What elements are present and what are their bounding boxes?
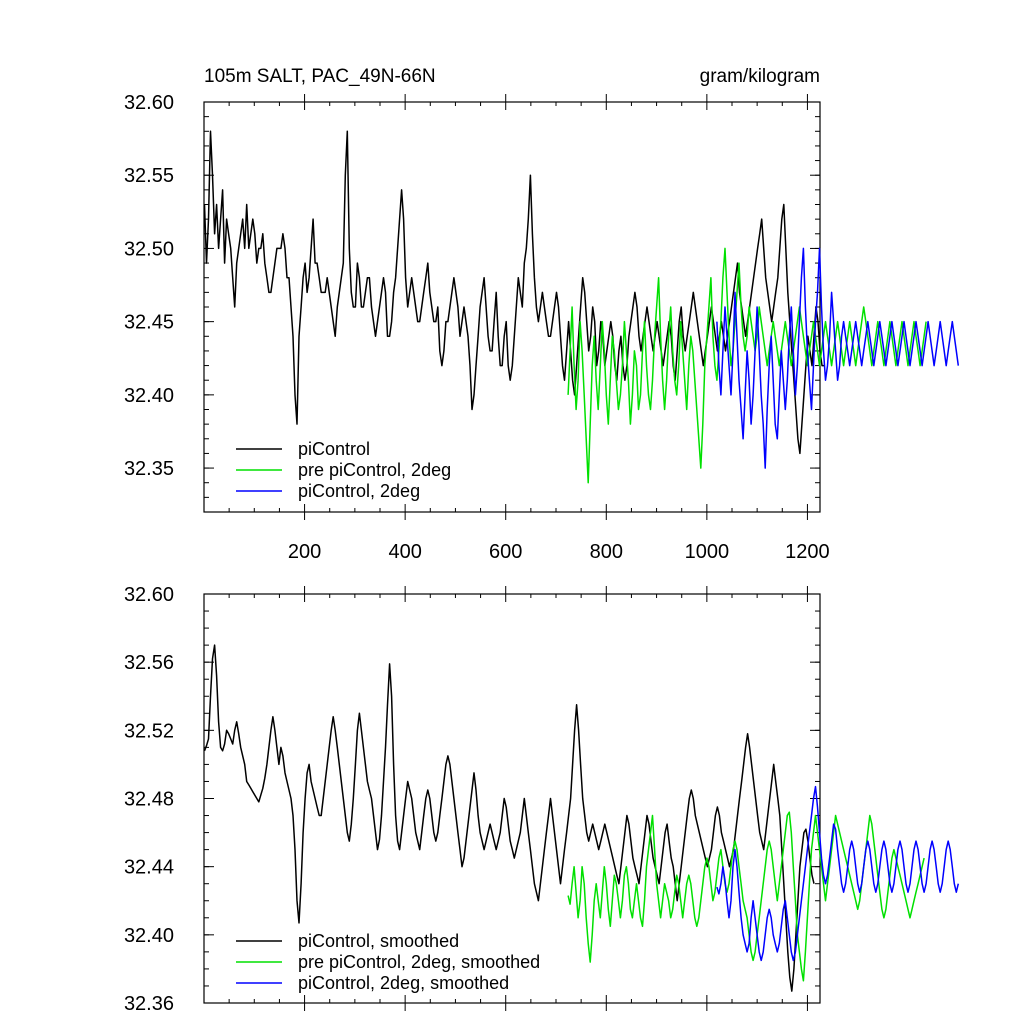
bottom-panel: 32.36 32.40 32.44 32.48 32.52 32.56 32.6…	[124, 584, 960, 1015]
bottom-ytick-label: 32.48	[124, 789, 174, 811]
top-ytick-label: 32.50	[124, 238, 174, 260]
top-ytick-label: 32.35	[124, 458, 174, 480]
legend-label-picontrol-2deg-smoothed: piControl, 2deg, smoothed	[298, 973, 509, 993]
top-ytick-label: 32.55	[124, 165, 174, 187]
top-ytick-label: 32.45	[124, 312, 174, 334]
bottom-ytick-label: 32.52	[124, 720, 174, 742]
top-series-group	[203, 130, 960, 484]
legend-label-pre-picontrol-2deg: pre piControl, 2deg	[298, 460, 451, 480]
bottom-legend: piControl, smoothed pre piControl, 2deg,…	[236, 931, 540, 993]
top-xtick-label: 400	[388, 541, 421, 563]
bottom-series-picontrol-2deg-smoothed	[716, 785, 960, 962]
bottom-series-pre-picontrol-2deg-smoothed	[567, 811, 925, 982]
legend-label-pre-picontrol-2deg-smoothed: pre piControl, 2deg, smoothed	[298, 952, 540, 972]
top-series-picontrol	[203, 130, 824, 455]
bottom-series-picontrol-smoothed	[203, 644, 815, 992]
top-xtick-label: 800	[590, 541, 623, 563]
top-xtick-label: 1200	[785, 541, 830, 563]
top-ytick-label: 32.60	[124, 92, 174, 114]
bottom-y-tick-labels: 32.36 32.40 32.44 32.48 32.52 32.56 32.6…	[124, 584, 174, 1015]
top-units: gram/kilogram	[700, 66, 820, 87]
top-xtick-label: 1000	[685, 541, 730, 563]
top-series-picontrol-2deg	[716, 247, 960, 469]
top-legend: piControl pre piControl, 2deg piControl,…	[236, 439, 451, 501]
legend-label-picontrol: piControl	[298, 439, 370, 459]
top-xtick-label: 600	[489, 541, 522, 563]
legend-label-picontrol-smoothed: piControl, smoothed	[298, 931, 459, 951]
top-xtick-label: 200	[288, 541, 321, 563]
bottom-ytick-label: 32.44	[124, 857, 174, 879]
top-ytick-label: 32.40	[124, 385, 174, 407]
top-title: 105m SALT, PAC_49N-66N	[204, 66, 436, 87]
bottom-ytick-label: 32.60	[124, 584, 174, 606]
top-x-tick-labels: 200 400 600 800 1000 1200	[288, 541, 830, 563]
top-ticks	[204, 94, 820, 520]
legend-label-picontrol-2deg: piControl, 2deg	[298, 481, 420, 501]
top-y-tick-labels: 32.35 32.40 32.45 32.50 32.55 32.60	[124, 92, 174, 480]
bottom-ytick-label: 32.40	[124, 925, 174, 947]
bottom-ticks	[204, 586, 820, 1011]
bottom-ytick-label: 32.56	[124, 652, 174, 674]
bottom-ytick-label: 32.36	[124, 993, 174, 1015]
top-panel: 105m SALT, PAC_49N-66N gram/kilogram 32.…	[124, 66, 960, 563]
bottom-series-group	[203, 644, 960, 992]
bottom-plot-frame	[203, 593, 821, 1004]
